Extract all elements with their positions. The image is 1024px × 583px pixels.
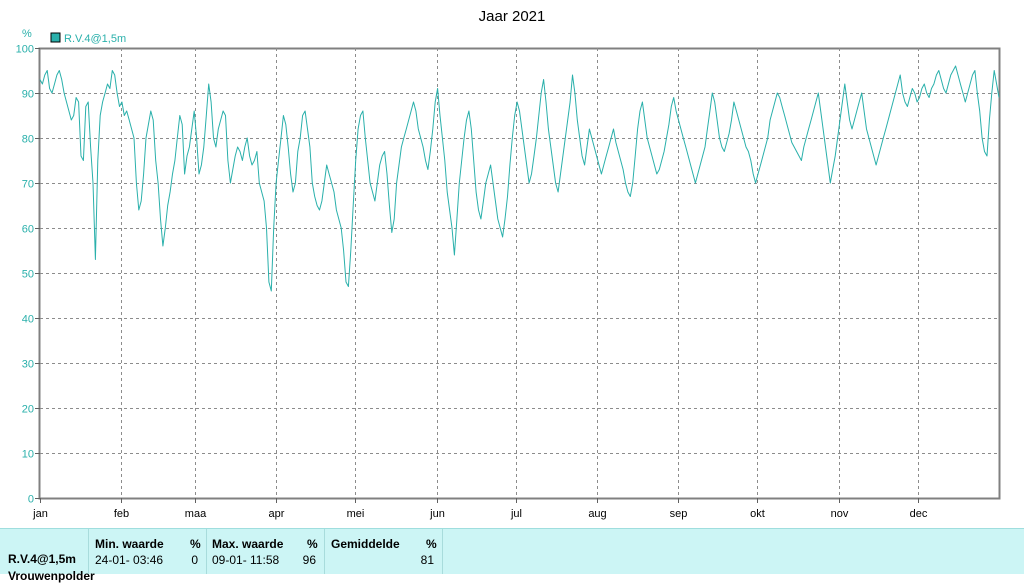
max-unit: %	[307, 537, 318, 551]
x-tick-label: feb	[114, 508, 129, 520]
stats-divider	[206, 529, 207, 574]
avg-header: Gemiddelde	[331, 537, 400, 551]
stats-series-location: Vrouwenpolder	[8, 569, 95, 583]
avg-value: 81	[420, 553, 434, 567]
humidity-chart: Jaar 2021 % R.V.4@1,5m 0 10 20 30 40 50 60 70 80…	[16, 8, 1001, 520]
stats-divider	[324, 529, 325, 574]
x-tick-label: apr	[269, 508, 285, 520]
min-time: 24-01- 03:46	[95, 553, 164, 567]
min-value: 0	[191, 553, 198, 567]
legend: R.V.4@1,5m	[50, 32, 126, 45]
x-tick-label: aug	[588, 508, 606, 520]
stats-series-name: R.V.4@1,5m	[8, 552, 76, 566]
y-axis: 0 10 20 30 40 50 60 70 80 90 100	[16, 44, 40, 506]
min-unit: %	[190, 537, 201, 551]
min-header: Min. waarde	[95, 537, 164, 551]
y-tick-label: 20	[22, 404, 34, 416]
y-tick-label: 0	[28, 494, 34, 506]
y-tick-label: 70	[22, 179, 34, 191]
stats-divider	[88, 529, 89, 574]
y-tick-label: 50	[22, 269, 34, 281]
y-tick-label: 30	[22, 359, 34, 371]
stats-divider	[442, 529, 443, 574]
x-tick-label: maa	[185, 508, 207, 520]
y-tick-label: 40	[22, 314, 34, 326]
chart-title: Jaar 2021	[479, 8, 546, 25]
x-tick-label: mei	[347, 508, 365, 520]
x-tick-label: jul	[510, 508, 522, 520]
x-tick-label: nov	[831, 508, 849, 520]
x-axis: jan feb maa apr mei jun jul aug sep okt nov dec	[32, 498, 928, 520]
max-header: Max. waarde	[212, 537, 284, 551]
series-layer	[39, 65, 1000, 292]
legend-label: R.V.4@1,5m	[64, 33, 126, 45]
y-tick-label: 90	[22, 89, 34, 101]
y-unit-label: %	[22, 28, 32, 40]
max-time: 09-01- 11:58	[212, 553, 280, 567]
x-tick-label: dec	[910, 508, 928, 520]
max-value: 96	[302, 553, 316, 567]
x-tick-label: jun	[429, 508, 445, 520]
grid	[40, 48, 999, 498]
series-line	[39, 65, 1000, 292]
y-tick-label: 60	[22, 224, 34, 236]
stats-panel: R.V.4@1,5m Vrouwenpolder Min. waarde % 2…	[0, 528, 1024, 583]
y-tick-label: 100	[16, 44, 34, 56]
y-tick-label: 80	[22, 134, 34, 146]
x-tick-label: jan	[32, 508, 48, 520]
legend-swatch	[50, 32, 61, 43]
x-tick-label: sep	[670, 508, 688, 520]
y-tick-label: 10	[22, 449, 34, 461]
x-tick-label: okt	[750, 508, 765, 520]
avg-unit: %	[426, 537, 437, 551]
